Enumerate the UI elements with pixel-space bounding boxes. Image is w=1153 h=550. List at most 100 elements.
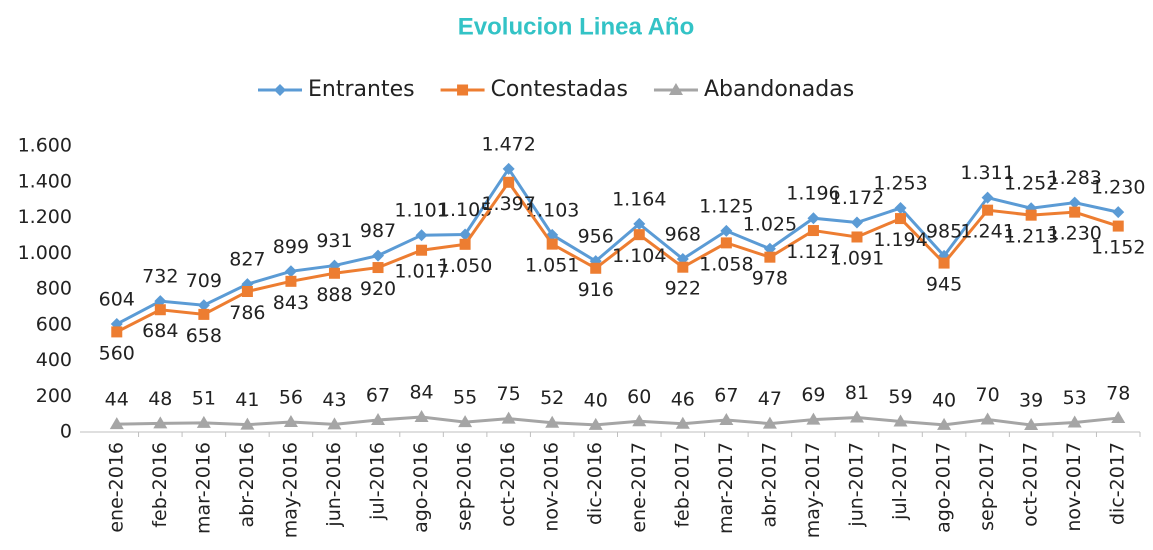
x-tick-label: sep-2016	[454, 442, 476, 531]
data-label: 888	[316, 284, 352, 306]
data-label: 1.252	[1004, 173, 1058, 195]
point	[416, 244, 428, 256]
data-label: 1.172	[830, 187, 884, 209]
data-label: 1.104	[612, 245, 666, 267]
x-tick-label: jun-2016	[323, 442, 345, 528]
data-label: 44	[105, 389, 129, 411]
point	[1067, 415, 1082, 428]
point	[458, 415, 473, 428]
point	[762, 416, 777, 429]
point	[284, 265, 297, 278]
x-tick-label: may-2017	[802, 442, 824, 538]
point	[372, 262, 384, 274]
data-label: 52	[540, 387, 564, 409]
data-label: 70	[976, 384, 1000, 406]
legend-label: Contestadas	[491, 77, 628, 102]
data-label: 987	[360, 220, 396, 242]
point	[937, 417, 952, 430]
x-tick-label: jul-2016	[367, 442, 389, 521]
x-tick-label: dic-2017	[1107, 442, 1129, 525]
data-label: 81	[845, 382, 869, 404]
data-label: 956	[578, 226, 614, 248]
series-line	[116, 415, 1119, 427]
x-tick-label: feb-2017	[671, 442, 693, 528]
point	[807, 225, 819, 237]
data-label: 1.241	[960, 221, 1014, 243]
data-label: 41	[235, 389, 259, 411]
point	[502, 162, 515, 175]
point	[851, 231, 863, 243]
point	[196, 415, 211, 428]
data-label: 1.103	[525, 199, 579, 221]
point	[546, 238, 558, 250]
point	[241, 286, 253, 298]
point	[545, 415, 560, 428]
point	[109, 417, 124, 430]
x-tick-label: ago-2016	[410, 442, 432, 533]
x-tick-label: ene-2016	[105, 442, 127, 533]
data-label: 75	[497, 383, 521, 405]
data-label: 658	[186, 325, 222, 347]
data-label: 684	[142, 320, 178, 342]
data-label: 48	[148, 388, 172, 410]
data-label: 1.397	[481, 193, 535, 215]
data-label: 78	[1106, 383, 1130, 405]
data-label: 1.230	[1047, 223, 1101, 245]
data-label: 69	[801, 384, 825, 406]
data-label: 1.091	[830, 247, 884, 269]
point	[1111, 411, 1126, 424]
point	[720, 237, 732, 249]
data-label: 1.164	[612, 188, 666, 210]
data-label: 1.311	[960, 162, 1014, 184]
point	[501, 411, 516, 424]
series-line	[116, 179, 1119, 334]
point	[719, 413, 734, 426]
data-label: 53	[1063, 387, 1087, 409]
data-label: 709	[186, 270, 222, 292]
point	[980, 412, 995, 425]
point	[1112, 220, 1124, 232]
x-tick-label: mar-2017	[715, 442, 737, 534]
point	[328, 267, 340, 279]
x-tick-label: abr-2017	[758, 442, 780, 528]
point	[1069, 206, 1081, 218]
data-label: 67	[366, 385, 390, 407]
data-label: 51	[192, 387, 216, 409]
point	[677, 261, 689, 273]
data-label: 1.058	[699, 253, 753, 275]
x-tick-label: oct-2016	[497, 442, 519, 527]
point	[503, 176, 515, 188]
point	[371, 413, 386, 426]
data-label: 1.127	[786, 241, 840, 263]
data-label: 1.196	[786, 183, 840, 205]
x-tick-label: ene-2017	[628, 442, 650, 533]
data-label: 1.152	[1091, 237, 1145, 259]
point	[982, 204, 994, 216]
legend-marker	[274, 84, 286, 96]
data-label: 1.472	[481, 133, 535, 155]
y-tick-label: 600	[36, 313, 72, 335]
point	[633, 217, 646, 230]
data-label: 60	[627, 386, 651, 408]
x-tick-label: jun-2017	[845, 442, 867, 528]
x-tick-label: ago-2017	[933, 442, 955, 533]
point	[1112, 206, 1125, 219]
point	[240, 417, 255, 430]
x-tick-label: nov-2017	[1063, 442, 1085, 532]
point	[807, 212, 820, 225]
point	[111, 326, 123, 338]
point	[764, 251, 776, 263]
legend-label: Entrantes	[308, 77, 415, 102]
data-label: 43	[322, 389, 346, 411]
data-label: 1.125	[699, 195, 753, 217]
data-label: 968	[665, 223, 701, 245]
point	[285, 275, 297, 287]
y-tick-label: 200	[36, 385, 72, 407]
data-label: 1.105	[438, 199, 492, 221]
data-label: 920	[360, 278, 396, 300]
data-label: 1.051	[525, 255, 579, 277]
point	[806, 412, 821, 425]
point	[1068, 196, 1081, 209]
point	[154, 304, 166, 316]
y-tick-label: 0	[60, 421, 72, 443]
